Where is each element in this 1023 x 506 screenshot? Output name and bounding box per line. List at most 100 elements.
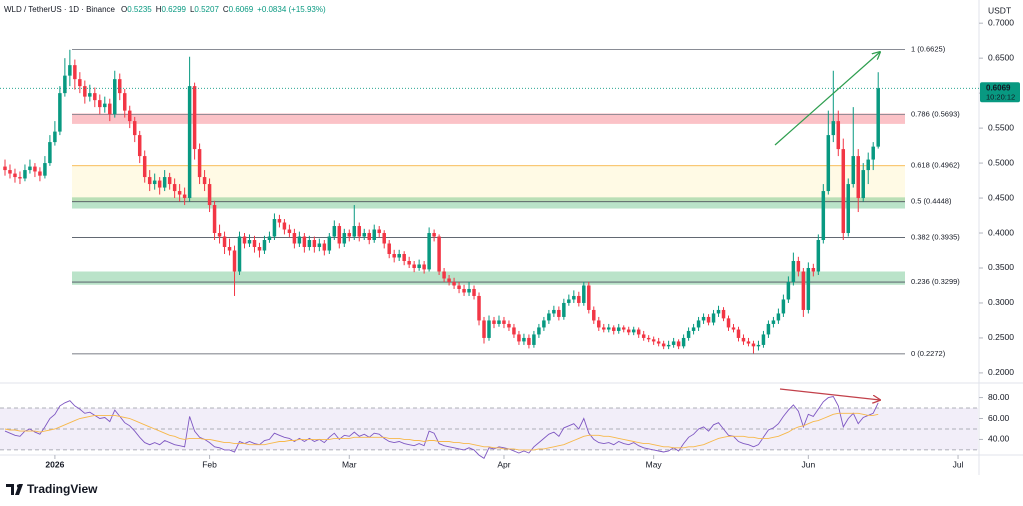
candle-body [402, 254, 406, 261]
candle-body [197, 149, 202, 178]
candle-body [547, 313, 551, 321]
candle-body [607, 327, 611, 330]
candle-body [616, 327, 621, 331]
candle-body [582, 285, 586, 303]
candle-body [771, 320, 776, 324]
candle-body [577, 295, 581, 303]
candle-body [267, 236, 272, 241]
candle-body [856, 156, 860, 199]
y-tick-label: 0.4000 [988, 227, 1014, 237]
candle-body [676, 341, 681, 347]
candle-body [796, 260, 801, 272]
candle-body [841, 149, 846, 234]
candle-body [517, 334, 521, 342]
zone [72, 165, 905, 202]
candle-body [327, 236, 332, 251]
candle-body [691, 327, 696, 331]
candle-body [147, 177, 152, 185]
candle-body [472, 288, 476, 296]
y-tick-label: 0.3500 [988, 262, 1014, 272]
candle-body [791, 260, 796, 282]
candle-body [227, 247, 232, 251]
candle-body [322, 243, 327, 251]
candle-body [392, 254, 396, 258]
rsi-y-tick-label: 40.00 [988, 434, 1010, 444]
candle-body [766, 323, 771, 335]
candle-body [53, 131, 57, 143]
candle-body [587, 285, 591, 310]
candle-body [716, 309, 721, 314]
candle-body [721, 309, 726, 319]
ohlc-value: 0.5207 [194, 5, 219, 14]
fib-label: 0.236 (0.3299) [911, 277, 960, 286]
candle-body [656, 341, 661, 344]
candle-body [731, 327, 736, 330]
candle-body [821, 191, 826, 241]
candle-body [846, 184, 851, 234]
candle-body [202, 177, 207, 185]
y-tick-label: 0.7000 [988, 17, 1014, 27]
countdown: 10:20:12 [986, 92, 1015, 101]
y-tick-label: 0.5500 [988, 122, 1014, 132]
candle-body [452, 281, 456, 286]
candle-body [437, 236, 441, 272]
candle-body [816, 240, 821, 272]
candle-body [43, 163, 47, 176]
ohlc-value: 0.6069 [229, 5, 254, 14]
candle-body [866, 159, 870, 171]
y-tick-label: 0.6500 [988, 52, 1014, 62]
ohlc-value: 0.6299 [162, 5, 187, 14]
last-price-tag [980, 82, 1020, 103]
zone [72, 113, 905, 124]
candle-body [372, 229, 376, 241]
candle-body [741, 337, 746, 342]
candle-body [636, 329, 641, 335]
zone [72, 271, 905, 285]
candle-body [118, 79, 122, 94]
candle-body [801, 271, 806, 310]
candle-body [542, 320, 546, 328]
candle-body [407, 260, 411, 265]
candle-body [237, 236, 242, 272]
candle-body [58, 93, 62, 132]
candle-body [68, 65, 72, 76]
candle-body [347, 233, 352, 237]
candle-body [711, 313, 716, 323]
rsi-y-tick-label: 80.00 [988, 392, 1010, 402]
candle-body [462, 288, 466, 293]
candle-body [412, 264, 416, 268]
candle-body [287, 229, 292, 234]
trend-arrow [774, 52, 880, 146]
candle-body [457, 285, 461, 289]
candle-body [162, 177, 167, 188]
candle-body [172, 184, 177, 192]
candle-body [78, 79, 82, 87]
candle-body [806, 267, 811, 310]
candle-body [686, 330, 691, 338]
candle-body [397, 254, 401, 258]
candle-body [18, 177, 22, 179]
candle-body [98, 100, 102, 108]
candle-body [108, 103, 112, 115]
y-tick-label: 0.2500 [988, 332, 1014, 342]
candle-body [487, 320, 491, 338]
candle-body [342, 233, 347, 244]
candle-body [826, 135, 831, 192]
candle-body [422, 264, 426, 270]
candle-body [157, 180, 162, 188]
candle-body [831, 121, 836, 136]
x-tick-label: Feb [202, 459, 217, 469]
candle-body [187, 86, 192, 199]
candle-body [597, 320, 601, 328]
candle-body [467, 288, 471, 293]
candle-body [646, 337, 651, 340]
candle-body [83, 86, 87, 97]
candle-body [357, 226, 362, 237]
candle-body [671, 341, 676, 345]
candle-body [696, 320, 701, 328]
x-tick-label: Jul [953, 459, 964, 469]
candle-body [701, 316, 706, 321]
candle-body [811, 267, 816, 272]
candle-body [442, 271, 446, 279]
